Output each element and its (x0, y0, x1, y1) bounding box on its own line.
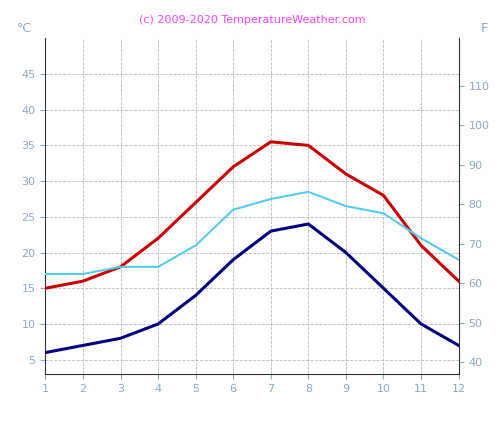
Text: °C: °C (17, 22, 32, 35)
Text: F: F (480, 22, 487, 35)
Text: (c) 2009-2020 TemperatureWeather.com: (c) 2009-2020 TemperatureWeather.com (139, 15, 365, 25)
